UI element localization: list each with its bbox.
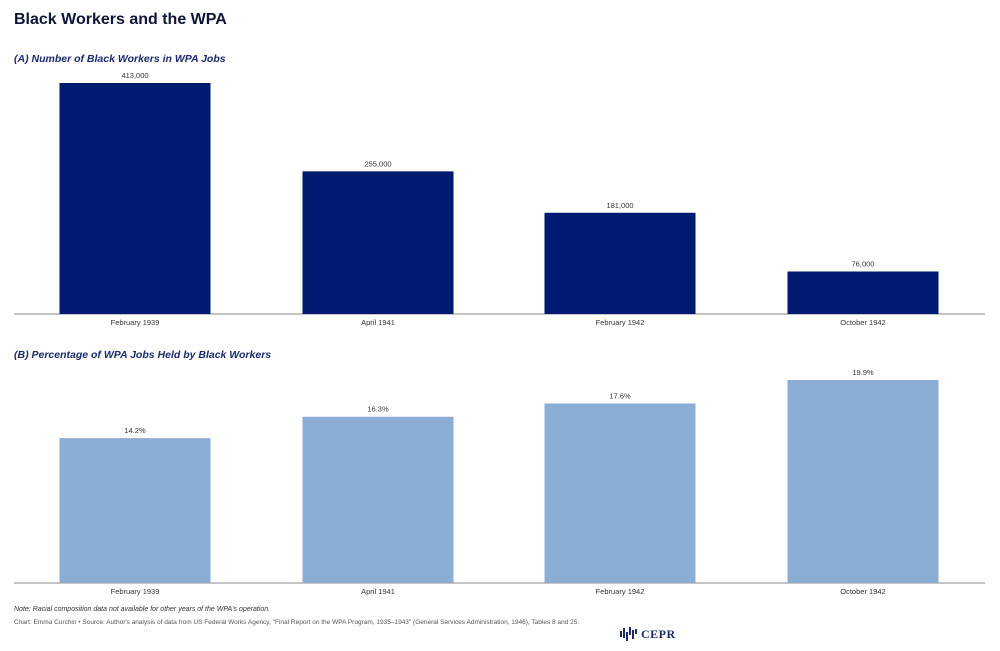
bar-april-1941: [302, 416, 454, 583]
logo-icon: [620, 627, 637, 641]
bar-april-1941: [302, 171, 454, 314]
data-label: 76,000: [852, 259, 875, 268]
x-tick-label: April 1941: [361, 318, 395, 327]
data-label: 14.2%: [124, 426, 146, 435]
x-tick-label: April 1941: [361, 587, 395, 596]
page-title: Black Workers and the WPA: [14, 11, 227, 28]
bar-october-1942: [787, 271, 939, 314]
data-label: 17.6%: [609, 391, 631, 400]
x-tick-label: February 1939: [111, 318, 160, 327]
bar-february-1942: [544, 212, 696, 314]
data-label: 413,000: [121, 71, 148, 80]
data-label: 19.9%: [852, 368, 874, 377]
x-tick-label: February 1942: [596, 318, 645, 327]
data-label: 181,000: [606, 201, 633, 210]
bar-february-1939: [59, 83, 211, 314]
logo-text: CEPR: [641, 626, 676, 641]
footnote: Note: Racial composition data not availa…: [14, 606, 271, 613]
x-tick-label: October 1942: [840, 318, 885, 327]
chart-a-title: (A) Number of Black Workers in WPA Jobs: [14, 53, 226, 65]
cepr-logo: CEPR: [620, 626, 676, 642]
x-tick-label: February 1942: [596, 587, 645, 596]
bar-october-1942: [787, 380, 939, 583]
data-label: 255,000: [364, 159, 391, 168]
bar-february-1942: [544, 403, 696, 583]
source-credit: Chart: Emma Curchin • Source: Author's a…: [14, 619, 580, 626]
chart-a: 413,000 February 1939 255,000 April 1941 181…: [14, 71, 985, 327]
x-tick-label: October 1942: [840, 587, 885, 596]
bar-february-1939: [59, 438, 211, 583]
chart-b-title: (B) Percentage of WPA Jobs Held by Black…: [14, 349, 272, 361]
chart-b: 14.2% February 1939 16.3% April 1941 17.6% Fe…: [14, 368, 985, 596]
x-tick-label: February 1939: [111, 587, 160, 596]
data-label: 16.3%: [367, 405, 389, 414]
